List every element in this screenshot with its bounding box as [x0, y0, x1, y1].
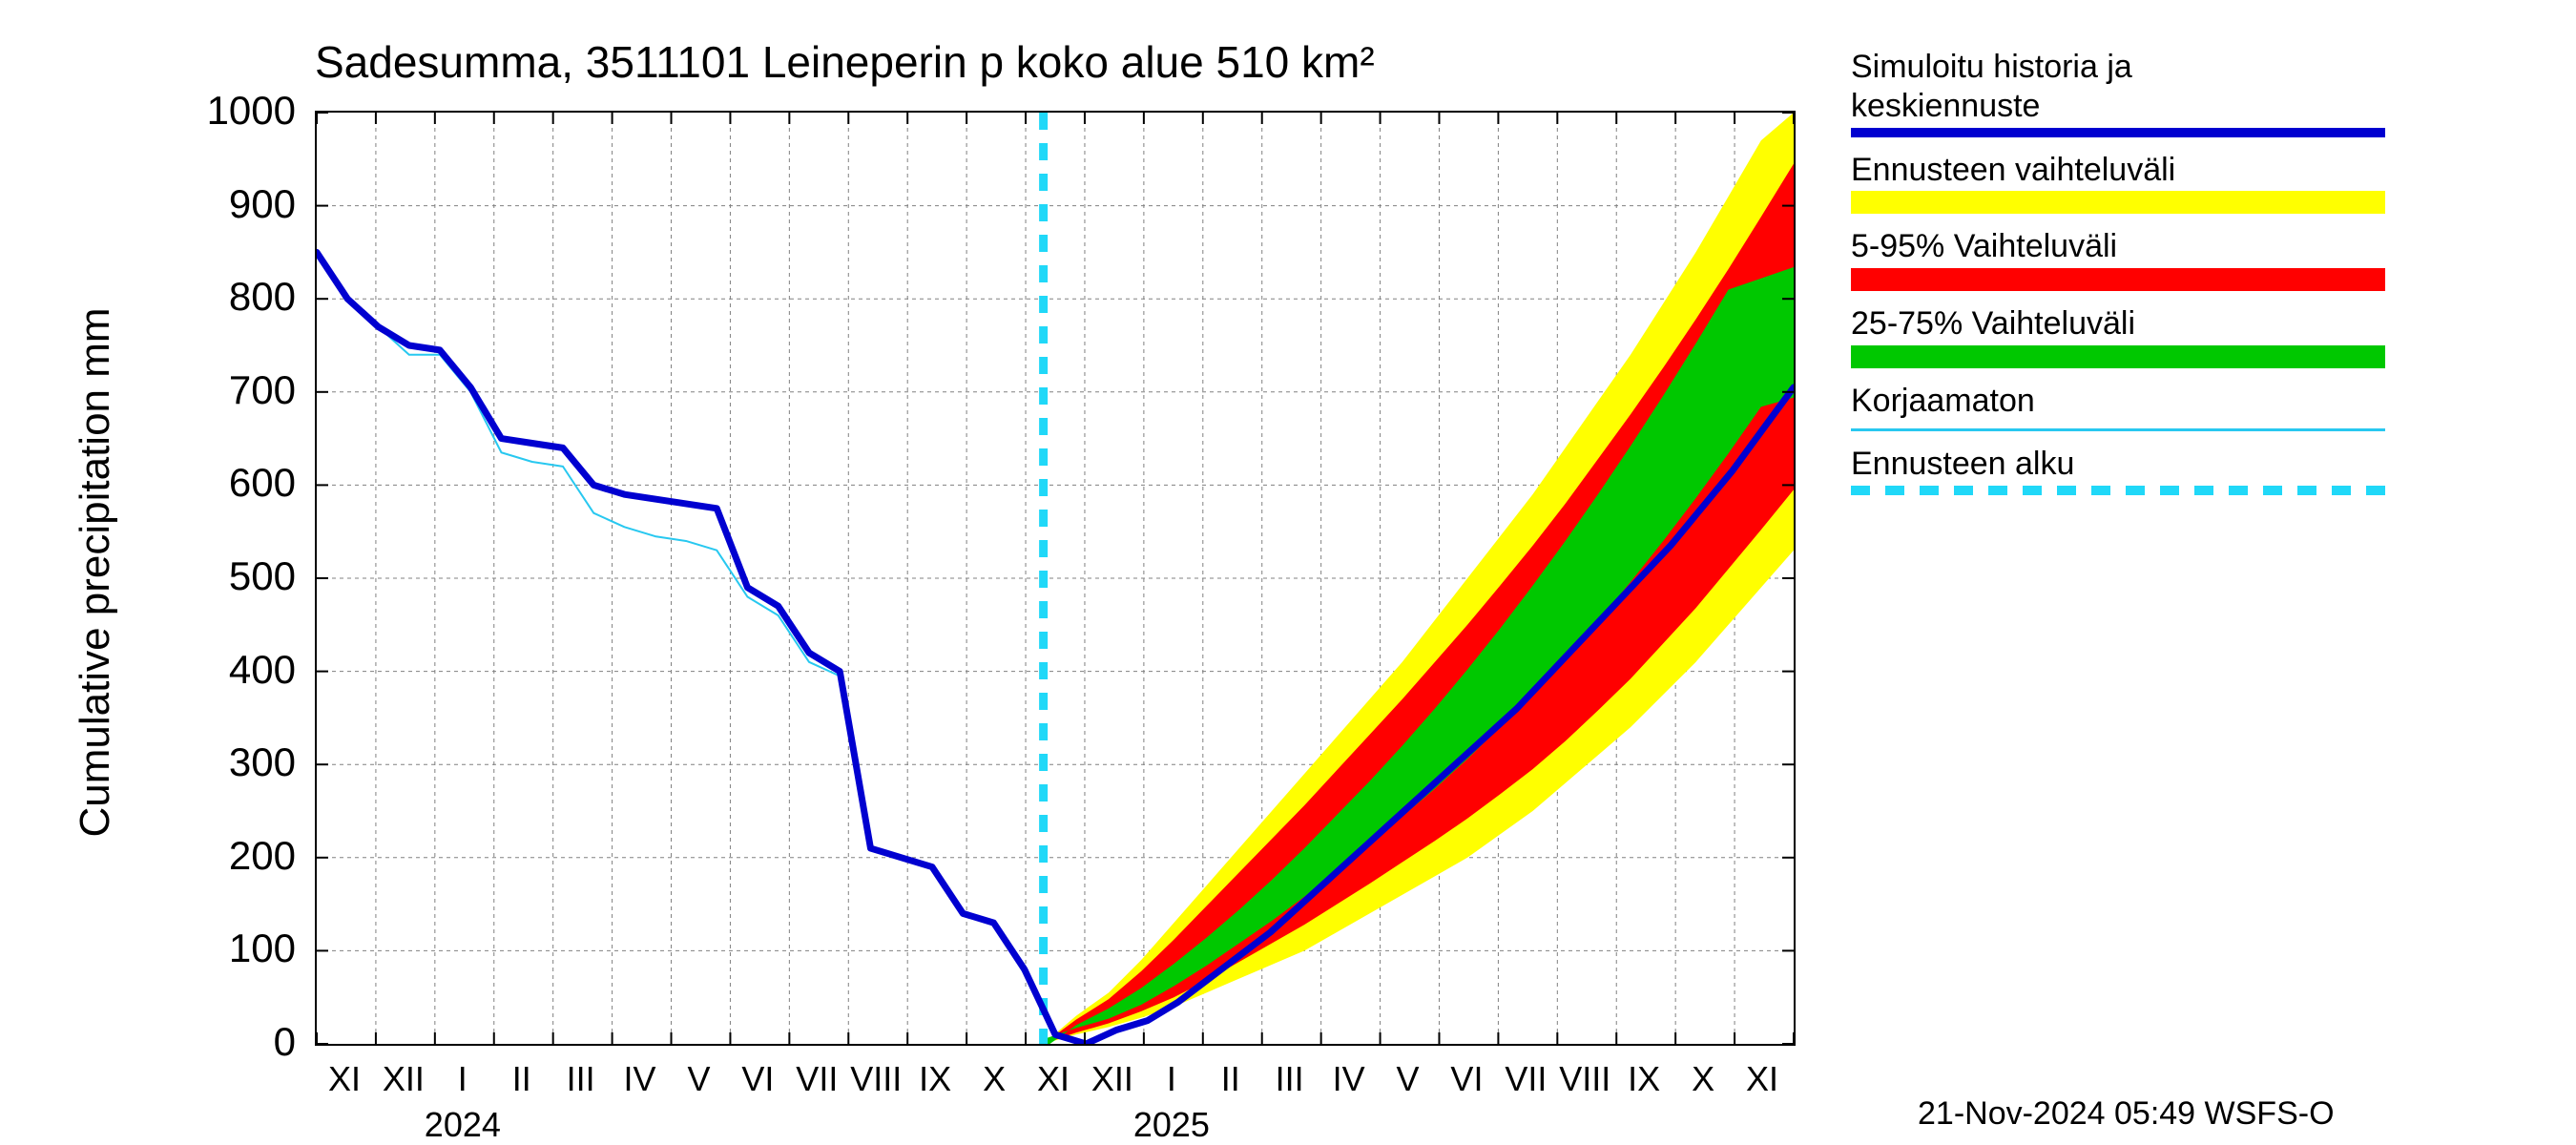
legend: Simuloitu historia ja keskiennuste Ennust…: [1851, 48, 2385, 509]
legend-label: Korjaamaton: [1851, 382, 2385, 421]
x-tick-label: IX: [919, 1059, 951, 1099]
x-tick-label: XII: [383, 1059, 425, 1099]
x-tick-label: II: [1221, 1059, 1240, 1099]
legend-label: Simuloitu historia ja keskiennuste: [1851, 48, 2385, 126]
x-tick-label: III: [1276, 1059, 1304, 1099]
x-tick-label: VII: [1505, 1059, 1547, 1099]
year-label: 2024: [425, 1105, 501, 1145]
x-tick-label: IX: [1628, 1059, 1660, 1099]
x-tick-label: VII: [796, 1059, 838, 1099]
x-tick-label: II: [512, 1059, 531, 1099]
legend-swatch: [1851, 268, 2385, 291]
plot-area: [315, 111, 1796, 1046]
x-tick-labels: XIXIIIIIIIIIVVVIVIIVIIIIXXXIXIIIIIIIIIVV…: [315, 1059, 1796, 1107]
chart-title: Sadesumma, 3511101 Leineperin p koko alu…: [315, 36, 1375, 88]
year-labels: 2024 2025: [315, 1105, 1796, 1143]
x-tick-label: VIII: [1559, 1059, 1610, 1099]
x-tick-label: VI: [1450, 1059, 1483, 1099]
legend-item: 25-75% Vaihteluväli: [1851, 304, 2385, 368]
legend-item: Korjaamaton: [1851, 382, 2385, 431]
x-tick-label: III: [567, 1059, 595, 1099]
legend-label: 5-95% Vaihteluväli: [1851, 227, 2385, 266]
year-label: 2025: [1133, 1105, 1210, 1145]
y-tick-label: 300: [0, 739, 296, 785]
legend-swatch: [1851, 428, 2385, 431]
y-tick-label: 200: [0, 833, 296, 879]
y-tick-label: 400: [0, 647, 296, 693]
legend-swatch: [1851, 191, 2385, 214]
x-tick-label: IV: [624, 1059, 656, 1099]
x-tick-label: I: [1167, 1059, 1176, 1099]
legend-item: Simuloitu historia ja keskiennuste: [1851, 48, 2385, 137]
legend-swatch: [1851, 128, 2385, 137]
x-tick-label: XI: [1746, 1059, 1778, 1099]
x-tick-label: X: [1692, 1059, 1714, 1099]
x-tick-label: X: [983, 1059, 1006, 1099]
legend-label: 25-75% Vaihteluväli: [1851, 304, 2385, 344]
legend-swatch: [1851, 486, 2385, 495]
footer-timestamp: 21-Nov-2024 05:49 WSFS-O: [1918, 1095, 2335, 1133]
x-tick-label: XI: [1037, 1059, 1070, 1099]
x-tick-label: VIII: [850, 1059, 902, 1099]
legend-label: Ennusteen vaihteluväli: [1851, 151, 2385, 190]
y-tick-label: 100: [0, 926, 296, 971]
y-tick-label: 500: [0, 553, 296, 599]
y-tick-label: 700: [0, 367, 296, 413]
legend-swatch: [1851, 345, 2385, 368]
y-tick-label: 900: [0, 181, 296, 227]
y-tick-label: 800: [0, 274, 296, 320]
x-tick-label: V: [687, 1059, 710, 1099]
x-tick-label: XII: [1091, 1059, 1133, 1099]
x-tick-label: VI: [741, 1059, 774, 1099]
x-tick-label: XI: [328, 1059, 361, 1099]
x-tick-label: V: [1397, 1059, 1420, 1099]
y-tick-label: 600: [0, 460, 296, 506]
x-tick-label: I: [458, 1059, 467, 1099]
legend-item: Ennusteen alku: [1851, 445, 2385, 495]
y-tick-label: 1000: [0, 88, 296, 134]
plot-svg: [317, 113, 1794, 1044]
legend-item: Ennusteen vaihteluväli: [1851, 151, 2385, 215]
legend-item: 5-95% Vaihteluväli: [1851, 227, 2385, 291]
y-tick-labels: 01002003004005006007008009001000: [0, 111, 296, 1046]
legend-label: Ennusteen alku: [1851, 445, 2385, 484]
x-tick-label: IV: [1333, 1059, 1365, 1099]
chart-container: Sadesumma, 3511101 Leineperin p koko alu…: [0, 0, 2576, 1145]
y-tick-label: 0: [0, 1019, 296, 1065]
